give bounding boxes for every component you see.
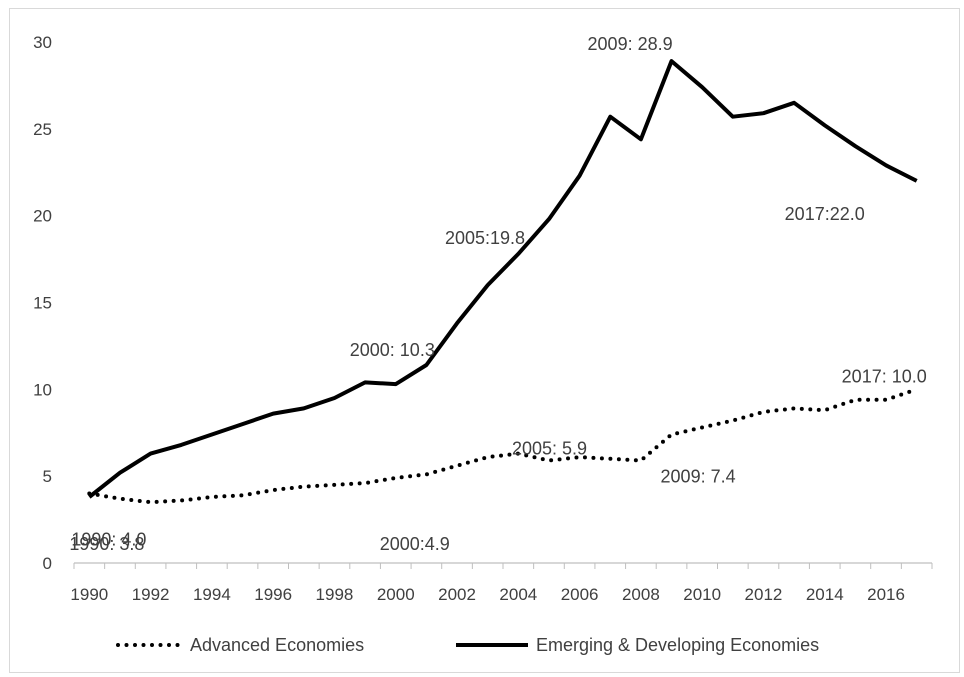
y-tick-label: 20	[33, 207, 52, 226]
data-label: 2000:4.9	[380, 534, 450, 554]
x-tick-label: 1990	[70, 585, 108, 604]
x-tick-label: 2014	[806, 585, 844, 604]
x-tick-label: 2010	[683, 585, 721, 604]
x-axis: 1990 1992 1994 1996 1998 2000 2002 2004 2006 2008…	[70, 562, 933, 604]
y-tick-label: 30	[33, 33, 52, 52]
x-tick-label: 1998	[316, 585, 354, 604]
data-label: 2017:22.0	[785, 204, 865, 224]
emerging-developing-economies-line	[88, 59, 918, 499]
data-label: 1990: 3.8	[69, 534, 144, 554]
data-label: 2005:19.8	[445, 228, 525, 248]
x-tick-label: 2006	[561, 585, 599, 604]
x-tick-label: 1996	[254, 585, 292, 604]
x-tick-label: 2016	[867, 585, 905, 604]
y-tick-label: 5	[43, 467, 52, 486]
data-labels: 1990: 3.8 2000: 10.3 2005:19.8 2009: 28.9 20…	[69, 34, 926, 554]
y-tick-label: 10	[33, 380, 52, 399]
data-label: 2009: 28.9	[588, 34, 673, 54]
legend-label: Emerging & Developing Economies	[536, 635, 819, 655]
advanced-economies-line	[87, 387, 919, 505]
legend-label: Advanced Economies	[190, 635, 364, 655]
x-tick-label: 2012	[745, 585, 783, 604]
y-axis-ticks: 0 5 10 15 20 25 30	[33, 33, 52, 573]
legend: Advanced Economies Emerging & Developing …	[116, 635, 819, 655]
data-label: 2009: 7.4	[661, 466, 736, 486]
x-tick-label: 1992	[132, 585, 170, 604]
x-tick-label: 2002	[438, 585, 476, 604]
x-tick-label: 2000	[377, 585, 415, 604]
x-tick-label: 1994	[193, 585, 231, 604]
data-label: 2017: 10.0	[842, 366, 927, 386]
data-label: 2000: 10.3	[350, 340, 435, 360]
x-tick-label: 2008	[622, 585, 660, 604]
y-tick-label: 15	[33, 294, 52, 313]
x-tick-label: 2004	[499, 585, 537, 604]
data-label: 2005: 5.9	[512, 439, 587, 459]
chart-frame	[9, 8, 960, 673]
series-layer	[87, 59, 919, 505]
data-label: 1990: 4.0	[71, 530, 146, 550]
y-tick-label: 25	[33, 120, 52, 139]
y-tick-label: 0	[43, 554, 52, 573]
